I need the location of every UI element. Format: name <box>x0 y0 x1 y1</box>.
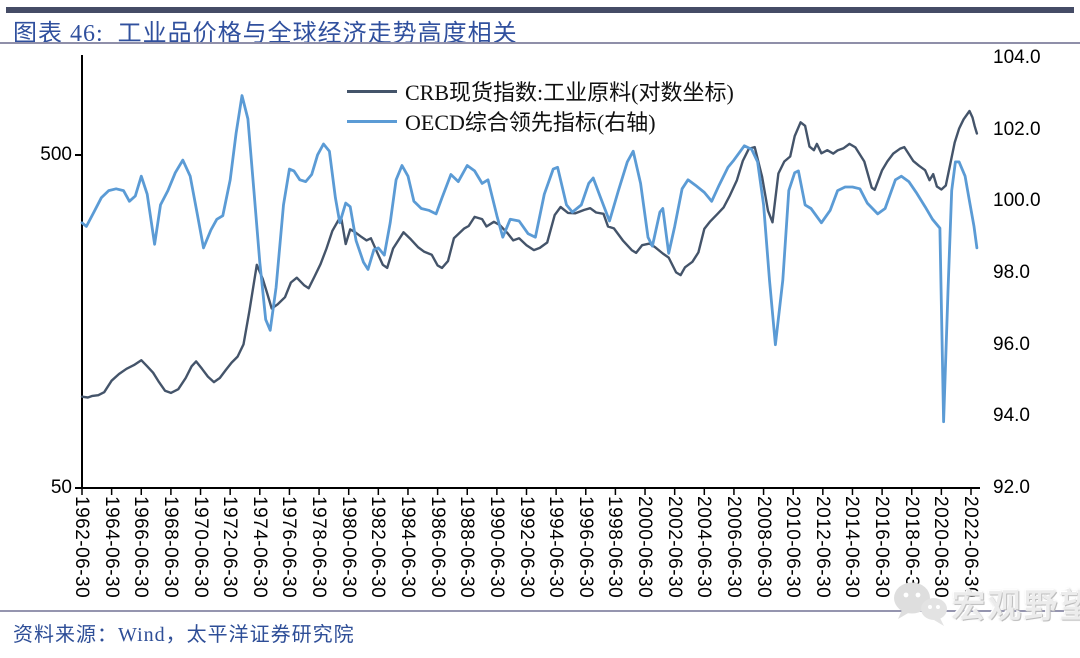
crb-series-line <box>80 109 979 399</box>
x-axis-label: 2014-06-30 <box>841 496 863 599</box>
legend-item-oecd: OECD综合领先指标(右轴) <box>347 106 734 136</box>
crb-line-swatch <box>347 89 397 93</box>
x-axis-label: 1974-06-30 <box>248 496 270 599</box>
top-accent-bar <box>6 7 1074 13</box>
y-axis-right-label: 96.0 <box>993 334 1030 355</box>
y-axis-right-label: 92.0 <box>993 477 1030 498</box>
watermark-text: 宏观野望 <box>952 589 1080 625</box>
y-axis-right-label: 104.0 <box>993 47 1041 68</box>
oecd-line-swatch <box>347 119 397 123</box>
x-axis-label: 1966-06-30 <box>130 496 152 599</box>
wechat-icon <box>894 582 947 626</box>
x-axis-label: 2002-06-30 <box>663 496 685 599</box>
x-axis-label: 1964-06-30 <box>100 496 122 599</box>
y-axis-left-label-50: 50 <box>50 477 72 498</box>
x-axis-label: 2010-06-30 <box>782 496 804 599</box>
y-axis-right-label: 98.0 <box>993 262 1030 283</box>
x-axis-label: 1988-06-30 <box>456 496 478 599</box>
x-axis-label: 1968-06-30 <box>159 496 181 599</box>
oecd-series-line <box>80 94 979 424</box>
x-axis-label: 1976-06-30 <box>278 496 300 599</box>
x-axis-label: 1982-06-30 <box>367 496 389 599</box>
legend-item-crb: CRB现货指数:工业原料(对数坐标) <box>347 76 734 106</box>
x-axis-label: 1998-06-30 <box>604 496 626 599</box>
x-axis-label: 1980-06-30 <box>337 496 359 599</box>
x-axis-label: 1972-06-30 <box>219 496 241 599</box>
y-axis-left-label-500: 500 <box>40 144 72 165</box>
legend-label-crb: CRB现货指数:工业原料(对数坐标) <box>405 80 734 105</box>
x-axis-label: 2012-06-30 <box>811 496 833 599</box>
y-axis-right-label: 100.0 <box>993 190 1041 211</box>
bottom-rule <box>0 610 1080 612</box>
x-axis-label: 2006-06-30 <box>722 496 744 599</box>
watermark: 宏观野望 <box>888 578 1080 628</box>
title-underline <box>0 42 1080 44</box>
x-axis-label: 1992-06-30 <box>515 496 537 599</box>
legend-label-oecd: OECD综合领先指标(右轴) <box>405 110 656 135</box>
y-axis-right-label: 102.0 <box>993 119 1041 140</box>
x-axis-label: 1970-06-30 <box>189 496 211 599</box>
y-axis-right-label: 94.0 <box>993 405 1030 426</box>
x-axis-label: 2008-06-30 <box>752 496 774 599</box>
source-note: 资料来源：Wind，太平洋证券研究院 <box>13 624 355 646</box>
x-axis-label: 1978-06-30 <box>308 496 330 599</box>
x-axis-label: 2004-06-30 <box>693 496 715 599</box>
x-axis-label: 1996-06-30 <box>574 496 596 599</box>
x-axis-label: 1994-06-30 <box>545 496 567 599</box>
x-axis-label: 1962-06-30 <box>71 496 92 599</box>
x-axis-label: 1990-06-30 <box>485 496 507 599</box>
chart-legend: CRB现货指数:工业原料(对数坐标) OECD综合领先指标(右轴) <box>347 76 734 136</box>
x-axis-label: 1984-06-30 <box>396 496 418 599</box>
x-axis-label: 1986-06-30 <box>426 496 448 599</box>
x-axis-label: 2000-06-30 <box>634 496 656 599</box>
